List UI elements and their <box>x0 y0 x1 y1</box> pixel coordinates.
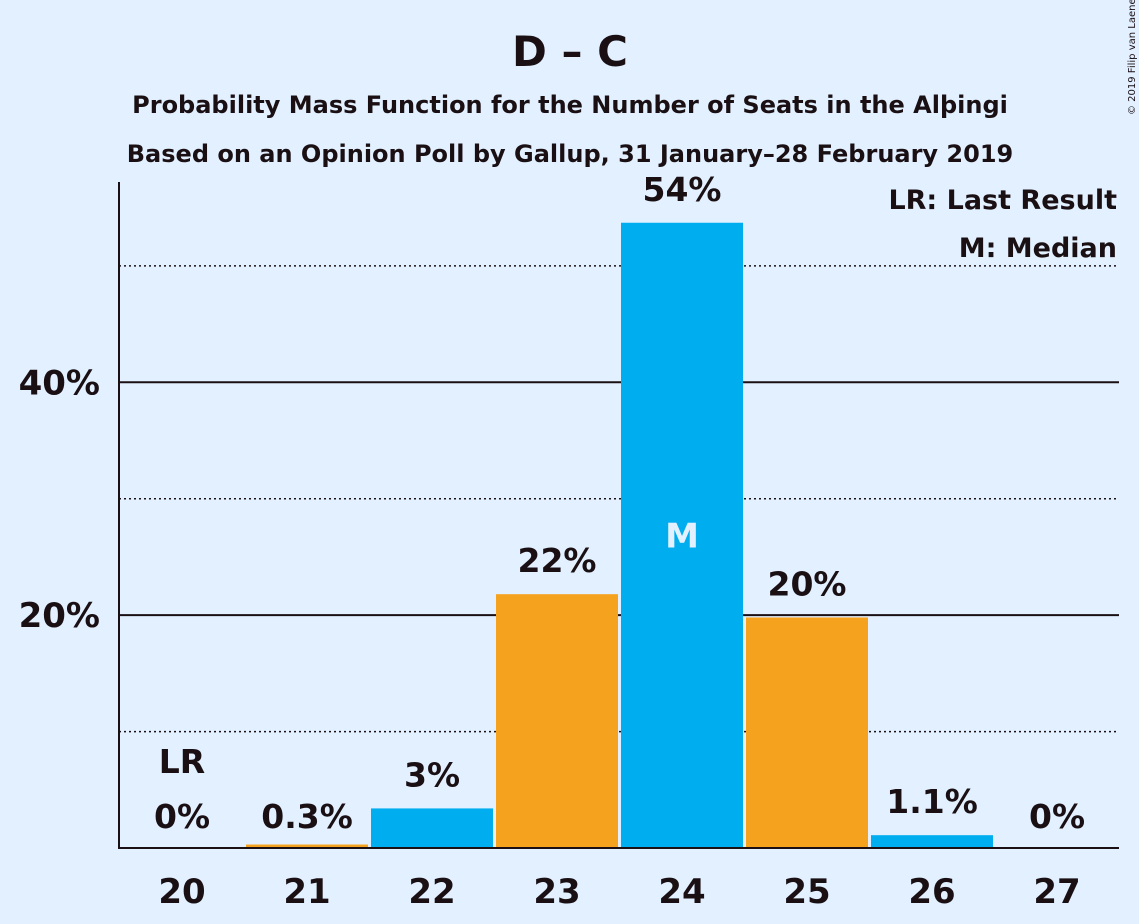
legend-last-result: LR: Last Result <box>888 185 1117 216</box>
chart-subtitle-2: Based on an Opinion Poll by Gallup, 31 J… <box>127 140 1013 168</box>
bars <box>246 222 993 848</box>
bar-seat-23 <box>496 594 618 848</box>
bar-value-label: 20% <box>768 564 847 603</box>
x-tick-label: 23 <box>533 872 580 912</box>
x-tick-label: 22 <box>408 872 455 912</box>
bar-value-label: 0% <box>154 797 210 836</box>
bar-seat-25 <box>746 617 868 848</box>
bar-value-label: 1.1% <box>886 782 978 821</box>
x-tick-label: 21 <box>283 872 330 912</box>
x-tick-label: 20 <box>158 872 205 912</box>
chart-subtitle: Probability Mass Function for the Number… <box>132 91 1008 119</box>
median-marker: M <box>665 516 699 556</box>
bar-value-label: 3% <box>404 755 460 794</box>
y-tick-label: 40% <box>19 363 100 403</box>
grid-lines <box>119 265 1119 733</box>
bar-value-label: 22% <box>518 541 597 580</box>
x-tick-label: 26 <box>908 872 955 912</box>
legend-median: M: Median <box>959 233 1117 264</box>
copyright-note: © 2019 Filip van Laenen <box>1127 0 1138 115</box>
x-tick-label: 25 <box>783 872 830 912</box>
x-axis-ticks: 20 21 22 23 24 25 26 27 <box>158 872 1080 912</box>
x-tick-label: 27 <box>1033 872 1080 912</box>
bar-seat-21 <box>246 844 368 848</box>
bar-value-label: 0.3% <box>261 797 353 836</box>
bar-labels: 0% LR 0.3% 3% 22% 54% M 20% 1.1% 0% <box>154 170 1085 836</box>
last-result-marker: LR <box>159 742 205 781</box>
bar-seat-22 <box>371 808 493 848</box>
x-tick-label: 24 <box>658 872 705 912</box>
y-axis-ticks: 20% 40% <box>19 363 100 636</box>
bar-seat-26 <box>871 835 993 848</box>
chart-title: D – C <box>512 27 628 76</box>
bar-value-label: 54% <box>643 170 722 209</box>
bar-seat-24 <box>621 222 743 848</box>
y-tick-label: 20% <box>19 596 100 636</box>
bar-value-label: 0% <box>1029 797 1085 836</box>
